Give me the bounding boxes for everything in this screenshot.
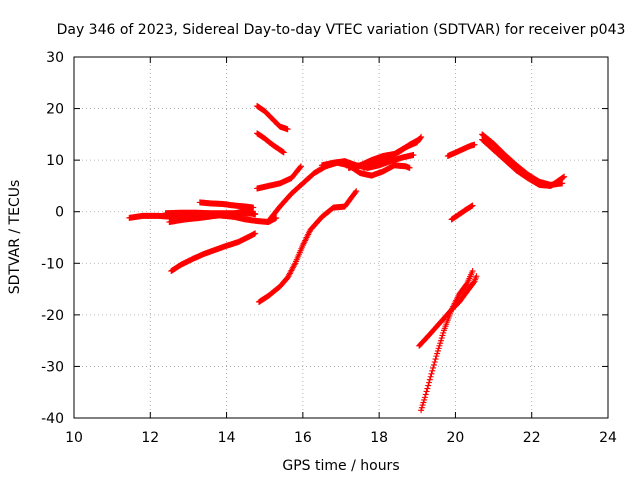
series-s12 <box>254 102 291 133</box>
data-point <box>471 141 478 148</box>
data-point <box>437 340 444 347</box>
data-point <box>252 210 259 217</box>
data-point <box>427 373 434 380</box>
data-point <box>431 359 438 366</box>
series-s15 <box>479 131 566 188</box>
data-point <box>438 335 445 342</box>
y-tick-label: 30 <box>46 50 64 66</box>
plot-frame <box>73 56 609 419</box>
data-point <box>284 126 291 133</box>
grid-layer <box>74 57 608 418</box>
data-point <box>429 367 436 374</box>
data-point <box>440 329 447 336</box>
series-s7 <box>254 163 304 192</box>
data-point <box>418 404 425 411</box>
data-point <box>469 268 476 275</box>
data-point <box>297 163 304 170</box>
data-point <box>419 402 426 409</box>
series-s16 <box>479 136 568 189</box>
data-point <box>435 345 442 352</box>
data-point <box>430 364 437 371</box>
data-point <box>437 337 444 344</box>
data-point <box>434 350 441 357</box>
data-layer <box>126 102 568 414</box>
data-point <box>430 361 437 368</box>
y-tick-label: -30 <box>41 359 64 375</box>
series-s4 <box>196 199 257 211</box>
data-point <box>250 204 257 211</box>
data-point <box>426 379 433 386</box>
ticks-layer: 10 12 14 16 18 20 22 24 -40 -30 -20 -10 0 10 20 30 <box>41 50 617 446</box>
x-tick-label: 14 <box>218 430 236 446</box>
data-point <box>423 388 430 395</box>
series-s14 <box>444 141 478 160</box>
data-point <box>560 174 567 181</box>
data-point <box>561 173 568 180</box>
x-tick-label: 16 <box>294 430 312 446</box>
data-point <box>417 134 424 141</box>
data-point <box>426 376 433 383</box>
data-point <box>252 230 259 237</box>
data-point <box>436 342 443 349</box>
data-point <box>432 356 439 363</box>
series-s13 <box>254 130 287 156</box>
y-tick-label: 10 <box>46 153 64 169</box>
data-point <box>422 391 429 398</box>
data-point <box>421 396 428 403</box>
y-axis-label: SDTVAR / TECUs <box>7 180 23 295</box>
data-point <box>418 133 425 140</box>
data-point <box>469 202 476 209</box>
x-tick-label: 18 <box>370 430 388 446</box>
data-point <box>418 407 425 414</box>
data-point <box>424 385 431 392</box>
series-s3 <box>162 209 259 217</box>
y-tick-label: 0 <box>55 205 64 221</box>
y-tick-label: -20 <box>41 308 64 324</box>
y-tick-label: 20 <box>46 102 64 118</box>
data-point <box>273 214 280 221</box>
series-s17 <box>448 202 476 223</box>
data-point <box>421 394 428 401</box>
series-s8 <box>265 159 413 224</box>
series-s6 <box>255 188 360 305</box>
y-tick-label: -40 <box>41 411 64 427</box>
x-tick-label: 20 <box>447 430 465 446</box>
series-s11 <box>345 133 425 171</box>
data-point <box>425 382 432 389</box>
data-point <box>406 164 413 171</box>
data-point <box>420 399 427 406</box>
chart-title: Day 346 of 2023, Sidereal Day-to-day VTE… <box>57 22 626 38</box>
data-point <box>291 261 298 268</box>
series-s19 <box>418 268 476 414</box>
data-point <box>410 151 417 158</box>
data-point <box>353 188 360 195</box>
x-tick-label: 10 <box>65 430 83 446</box>
data-point <box>297 164 304 171</box>
x-tick-label: 24 <box>599 430 617 446</box>
y-tick-label: -10 <box>41 256 64 272</box>
x-tick-label: 22 <box>523 430 541 446</box>
series-s5 <box>168 230 259 275</box>
data-point <box>352 189 359 196</box>
data-point <box>280 149 287 156</box>
data-point <box>439 332 446 339</box>
x-tick-label: 12 <box>141 430 159 446</box>
data-point <box>434 347 441 354</box>
data-point <box>428 370 435 377</box>
x-axis-label: GPS time / hours <box>282 458 399 474</box>
data-point <box>433 353 440 360</box>
data-point <box>470 279 477 286</box>
series-s18 <box>416 273 480 349</box>
data-point <box>473 273 480 280</box>
